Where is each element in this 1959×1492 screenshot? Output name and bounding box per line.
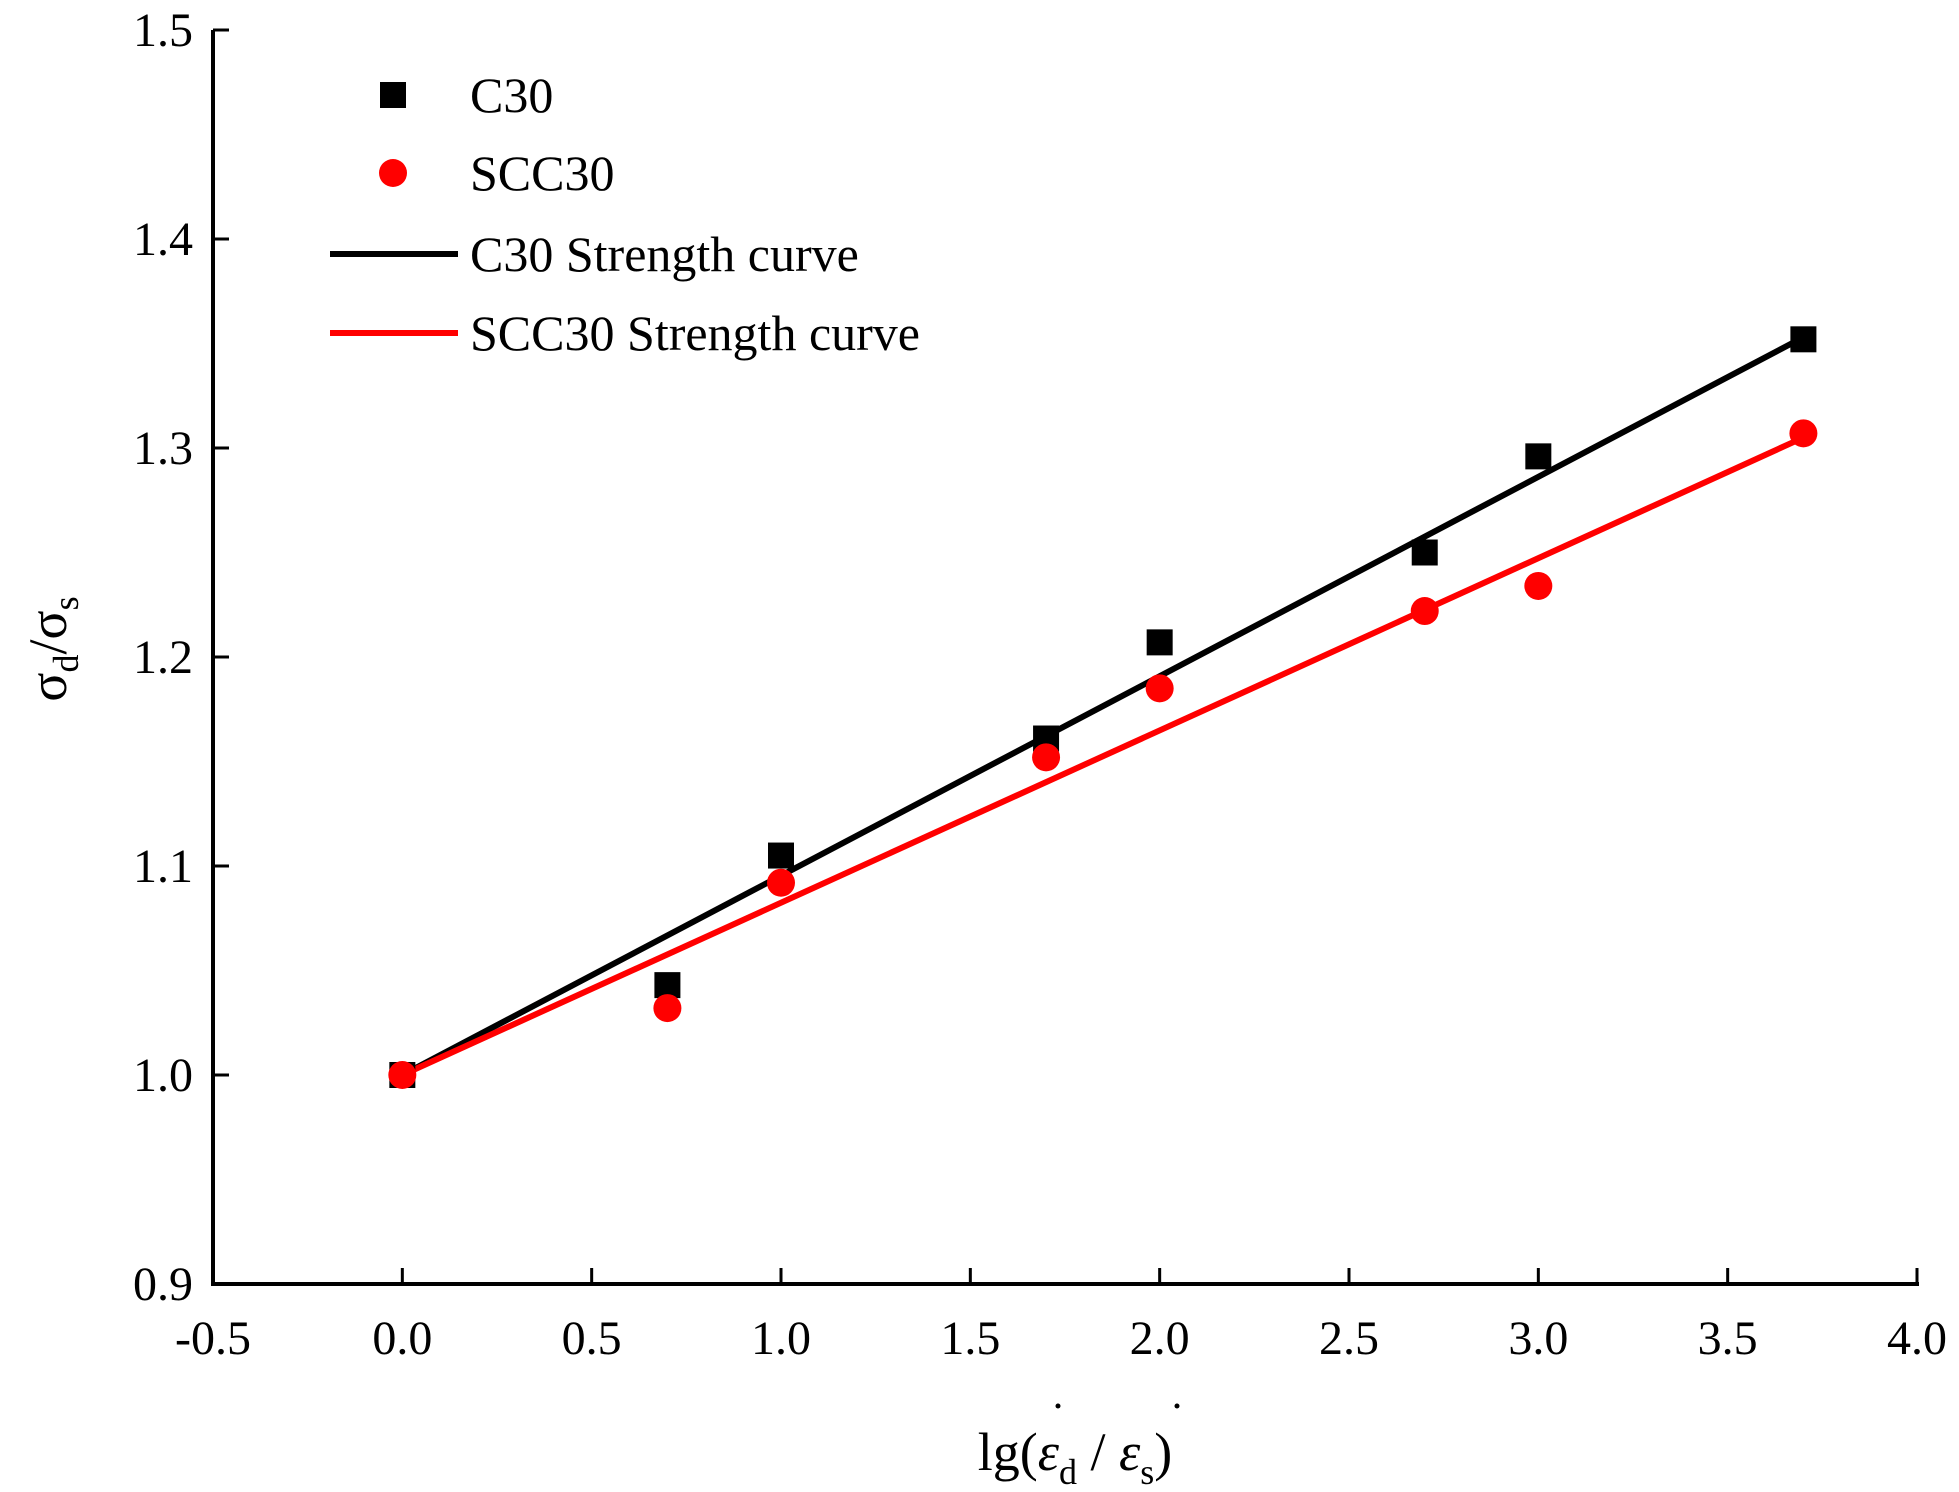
data-points bbox=[388, 326, 1818, 1089]
x-axis-title: lg(εd / εs) bbox=[978, 1422, 1173, 1492]
x-title-sub-s: s bbox=[1140, 1452, 1154, 1492]
fit-lines bbox=[400, 334, 1805, 1078]
data-point-square bbox=[1411, 539, 1438, 566]
rate-dot-s bbox=[1174, 1403, 1180, 1409]
y-title-sigma-d: σ bbox=[18, 673, 78, 702]
x-tick-label: 0.5 bbox=[562, 1312, 622, 1365]
data-point-circle bbox=[1032, 743, 1061, 772]
legend: C30 SCC30 C30 Strength curve SCC30 Strength… bbox=[330, 67, 920, 361]
rate-dot-d bbox=[1055, 1403, 1061, 1409]
y-axis-title: σd/σs bbox=[18, 596, 86, 701]
x-title-separator: / bbox=[1077, 1422, 1119, 1482]
x-tick-label: 0.0 bbox=[372, 1312, 432, 1365]
legend-label: C30 Strength curve bbox=[470, 226, 859, 282]
data-point-square bbox=[1146, 629, 1173, 656]
data-point-square bbox=[1525, 443, 1552, 470]
legend-marker-circle bbox=[379, 159, 407, 187]
x-tick-label: 2.0 bbox=[1130, 1312, 1190, 1365]
y-tick-label: 1.4 bbox=[133, 213, 193, 266]
axes bbox=[211, 30, 1919, 1286]
x-tick-label: -0.5 bbox=[175, 1312, 251, 1365]
x-tick-label: 2.5 bbox=[1319, 1312, 1379, 1365]
fit-line bbox=[401, 434, 1805, 1078]
data-point-circle bbox=[767, 868, 795, 897]
data-point-circle bbox=[1789, 419, 1818, 448]
x-tick-label: 3.5 bbox=[1698, 1312, 1758, 1365]
data-point-circle bbox=[1524, 571, 1553, 600]
y-tick-label: 0.9 bbox=[133, 1258, 193, 1311]
x-title-prefix: lg( bbox=[978, 1422, 1038, 1482]
y-title-sigma-s: σ bbox=[18, 610, 78, 639]
y-tick-label: 1.0 bbox=[133, 1049, 193, 1102]
legend-label: SCC30 bbox=[470, 145, 615, 201]
data-point-square bbox=[654, 972, 681, 999]
y-title-sub-s: s bbox=[46, 596, 86, 610]
x-title-sub-d: d bbox=[1059, 1452, 1077, 1492]
x-tick-label: 3.0 bbox=[1508, 1312, 1568, 1365]
y-tick-label: 1.2 bbox=[133, 631, 193, 684]
x-title-rate-dots bbox=[1055, 1403, 1180, 1409]
data-point-square bbox=[768, 842, 794, 869]
data-point-circle bbox=[388, 1061, 417, 1089]
data-point-square bbox=[1790, 326, 1817, 353]
fit-line bbox=[400, 334, 1805, 1078]
x-title-epsilon-d: ε bbox=[1038, 1422, 1060, 1482]
y-tick-label: 1.1 bbox=[133, 840, 193, 893]
ticks: -0.5 0.0 0.5 1.0 1.5 2.0 2.5 3.0 3.5 4.0 0.9 1.0 1.1… bbox=[133, 4, 1947, 1365]
data-point-circle bbox=[1145, 674, 1174, 703]
x-tick-label: 4.0 bbox=[1887, 1312, 1947, 1365]
x-tick-label: 1.5 bbox=[940, 1312, 1000, 1365]
y-tick-label: 1.5 bbox=[133, 4, 193, 57]
legend-label: SCC30 Strength curve bbox=[470, 305, 920, 361]
y-title-slash: / bbox=[18, 640, 78, 655]
x-title-suffix: ) bbox=[1154, 1422, 1172, 1482]
data-point-circle bbox=[1410, 597, 1439, 626]
x-tick-label: 1.0 bbox=[751, 1312, 811, 1365]
data-point-circle bbox=[653, 994, 682, 1023]
legend-marker-square bbox=[380, 82, 406, 108]
y-title-sub-d: d bbox=[46, 655, 86, 673]
x-title-epsilon-s: ε bbox=[1119, 1422, 1141, 1482]
y-tick-label: 1.3 bbox=[133, 422, 193, 475]
legend-label: C30 bbox=[470, 67, 553, 123]
